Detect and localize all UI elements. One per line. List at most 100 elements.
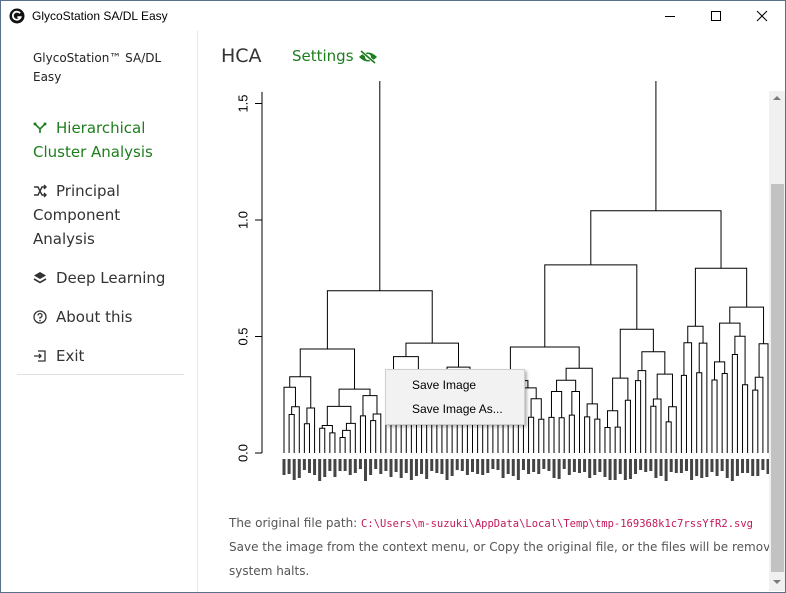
dendrogram-branch xyxy=(668,406,677,453)
save-hint-line-2: system halts. xyxy=(229,564,310,578)
file-path-value[interactable]: C:\Users\m-suzuki\AppData\Local\Temp\tmp… xyxy=(361,518,753,530)
layers-icon xyxy=(33,272,47,284)
dendrogram-branch xyxy=(321,425,333,433)
dendrogram-branch xyxy=(637,370,647,453)
settings-link[interactable]: Settings xyxy=(292,47,378,65)
leaf-label-mark xyxy=(338,459,342,471)
dendrogram-branch xyxy=(656,373,673,407)
dendrogram-branch xyxy=(283,386,296,453)
leaf-label-mark xyxy=(700,459,704,478)
maximize-button[interactable] xyxy=(693,1,739,31)
leaf-label-mark xyxy=(583,459,587,472)
dendrogram-branch xyxy=(652,398,662,453)
nav-item-exit[interactable]: Exit xyxy=(33,344,183,368)
leaf-label-mark xyxy=(547,459,551,471)
nav-item-about-this[interactable]: About this xyxy=(33,305,183,329)
dendrogram-branch xyxy=(641,351,666,375)
dendrogram-branch xyxy=(624,399,631,453)
dendrogram-branch xyxy=(291,406,300,453)
leaf-label-mark xyxy=(353,459,357,473)
scroll-down-icon[interactable] xyxy=(769,575,785,589)
leaf-label-mark xyxy=(572,459,576,472)
leaf-label-mark xyxy=(649,459,653,471)
dendrogram-branch xyxy=(530,398,542,420)
dendrogram-branch xyxy=(571,390,580,453)
leaf-label-mark xyxy=(679,459,683,473)
dendrogram-branch xyxy=(734,335,746,385)
leaf-label-mark xyxy=(501,459,505,478)
dendrogram-branch xyxy=(359,415,367,453)
save-hint-line: Save the image from the context menu, or… xyxy=(229,540,786,554)
leaf-label-mark xyxy=(552,459,556,478)
close-button[interactable] xyxy=(739,1,785,31)
dendrogram-branch xyxy=(614,426,621,453)
leaf-label-mark xyxy=(751,459,755,476)
nav-item-hierarchical-cluster-analysis[interactable]: Hierarchical Cluster Analysis xyxy=(33,116,183,164)
dendrogram-branch xyxy=(594,418,601,453)
leaf-label-mark xyxy=(542,459,546,469)
dendrogram-branch xyxy=(687,325,704,344)
minimize-button[interactable] xyxy=(647,1,693,31)
leaf-label-mark xyxy=(476,459,480,474)
leaf-label-mark xyxy=(348,459,352,475)
dendrogram-branch xyxy=(721,372,728,453)
scrollbar-thumb[interactable] xyxy=(771,184,784,572)
leaf-label-mark xyxy=(608,459,612,480)
dendrogram-branch xyxy=(680,374,687,453)
dendrogram-branch xyxy=(683,342,693,453)
brand-name: GlycoStation™ SA/DL Easy xyxy=(33,51,162,84)
dendrogram-branch xyxy=(558,417,565,453)
dendrogram-branch xyxy=(619,328,654,379)
dendrogram-branch xyxy=(665,421,672,453)
leaf-label-mark xyxy=(720,459,724,471)
dendrogram-branch xyxy=(565,367,593,404)
leaf-label-mark xyxy=(460,459,464,471)
leaf-label-mark xyxy=(364,459,368,481)
dendrogram-chart[interactable]: 0.0 0.5 1.0 1.5 xyxy=(198,81,769,501)
nav-item-deep-learning[interactable]: Deep Learning xyxy=(33,266,183,290)
page-title: HCA xyxy=(221,45,262,67)
exit-icon xyxy=(34,350,46,362)
dendrogram-branch xyxy=(326,290,433,350)
y-tick-label: 0.0 xyxy=(235,444,250,462)
menu-item-save-image[interactable]: Save Image xyxy=(412,378,477,392)
leaf-label-mark xyxy=(695,459,699,476)
leaf-label-mark xyxy=(577,459,581,473)
dendrogram-branch xyxy=(742,384,749,453)
leaf-label-mark xyxy=(588,459,592,478)
leaf-label-mark xyxy=(710,459,714,472)
dendrogram-branch xyxy=(754,376,764,453)
dendrogram-branch xyxy=(303,423,310,453)
dendrogram-branch xyxy=(556,379,577,392)
leaf-label-mark xyxy=(440,459,444,474)
dendrogram-branch xyxy=(405,342,459,368)
dendrogram-branch xyxy=(758,343,769,453)
scroll-up-icon[interactable] xyxy=(769,91,785,105)
leaf-label-mark xyxy=(420,459,424,474)
minimize-icon xyxy=(665,16,675,17)
leaf-label-mark xyxy=(445,459,449,480)
dendrogram-branch xyxy=(568,414,575,453)
leaf-label-mark xyxy=(292,459,296,480)
dendrogram-branch xyxy=(694,267,748,327)
dendrogram-branch xyxy=(329,432,336,453)
dendrogram-branch xyxy=(711,379,718,453)
leaf-label-mark xyxy=(725,459,729,478)
leaf-label-mark xyxy=(358,459,362,469)
dendrogram-branch xyxy=(509,346,580,381)
leaf-label-mark xyxy=(532,459,536,472)
sidebar-divider xyxy=(17,374,184,375)
leaf-label-mark xyxy=(567,459,571,475)
dendrogram-branch xyxy=(528,416,535,453)
leaf-label-mark xyxy=(557,459,561,479)
menu-item-save-image-as[interactable]: Save Image As... xyxy=(412,402,503,416)
dendrogram-branch xyxy=(306,407,316,453)
leaf-label-mark xyxy=(430,459,434,471)
nav-item-principal-component-analysis[interactable]: Principal Component Analysis xyxy=(33,179,183,251)
dendrogram-branch xyxy=(299,348,356,390)
dendrogram-branch xyxy=(502,420,509,453)
dendrogram-branch xyxy=(492,421,499,453)
nav-label: About this xyxy=(56,308,133,326)
leaf-label-mark xyxy=(302,459,306,470)
leaf-label-mark xyxy=(730,459,734,481)
